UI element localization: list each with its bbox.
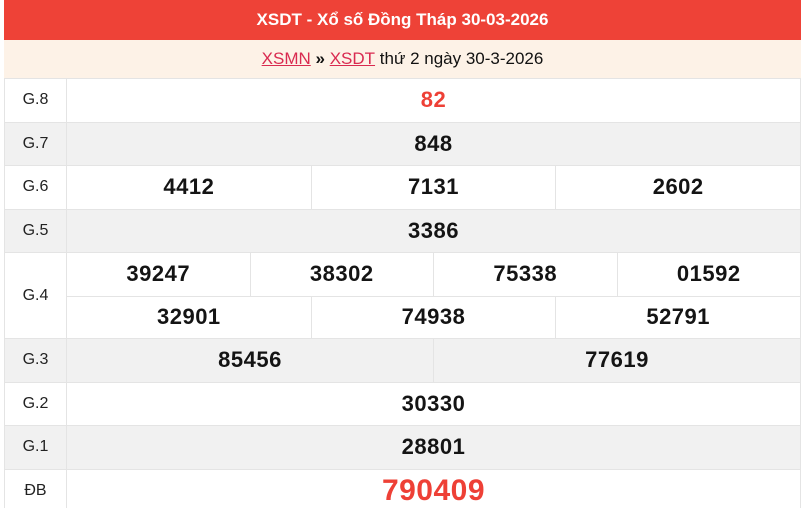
winning-number: 3386 [408, 217, 459, 243]
winning-number: 4412 [163, 174, 215, 200]
lottery-result-widget: XSDT - Xổ số Đồng Tháp 30-03-2026 XSMN »… [4, 0, 801, 508]
prize-label: G.8 [5, 79, 67, 122]
results-table: G.8 82 G.7 848 G.6 4412 7131 2602 G.5 3386 G.4 3924… [4, 78, 801, 508]
prize-value-line: 32901 74938 52791 [67, 295, 800, 338]
prize-values: 82 [67, 79, 800, 122]
winning-number: 38302 [249, 253, 434, 296]
winning-number: 7131 [310, 166, 556, 209]
prize-label: G.5 [5, 209, 67, 252]
prize-value-line: 3386 [67, 210, 800, 253]
prize-values: 3386 [67, 210, 800, 253]
prize-value-line: 790409 [67, 470, 800, 508]
breadcrumb-date: thứ 2 ngày 30-3-2026 [379, 49, 544, 68]
prize-values: 28801 [67, 426, 800, 469]
prize-label: G.2 [5, 382, 67, 425]
prize-values: 848 [67, 123, 800, 166]
prize-values: 4412 7131 2602 [67, 166, 800, 209]
prize-row-g8: G.8 82 [5, 79, 800, 122]
winning-number: 01592 [616, 253, 801, 296]
prize-value-line: 82 [67, 79, 800, 122]
prize-value-line: 39247 38302 75338 01592 [67, 253, 800, 296]
breadcrumb-link-xsdt[interactable]: XSDT [329, 49, 376, 68]
winning-number: 30330 [401, 390, 466, 416]
prize-values: 30330 [67, 383, 800, 426]
winning-number: 32901 [156, 304, 221, 330]
winning-number: 82 [420, 87, 447, 113]
winning-number: 77619 [433, 339, 800, 382]
result-header: XSDT - Xổ số Đồng Tháp 30-03-2026 [4, 0, 801, 40]
prize-label: G.1 [5, 426, 67, 469]
prize-value-line: 28801 [67, 426, 800, 469]
prize-values: 39247 38302 75338 01592 32901 74938 52791 [67, 253, 800, 338]
prize-label: G.7 [5, 122, 67, 165]
prize-row-g6: G.6 4412 7131 2602 [5, 165, 800, 209]
winning-number: 2602 [555, 166, 800, 209]
prize-value-line: 4412 7131 2602 [67, 166, 800, 209]
winning-number: 74938 [310, 296, 556, 338]
prize-values: 85456 77619 [67, 339, 800, 382]
prize-row-g3: G.3 85456 77619 [5, 338, 800, 382]
page-title: XSDT - Xổ số Đồng Tháp 30-03-2026 [256, 10, 549, 29]
prize-value-line: 30330 [67, 383, 800, 426]
winning-number: 28801 [401, 434, 466, 460]
breadcrumb-separator: » [315, 49, 325, 68]
winning-number: 52791 [555, 296, 800, 338]
prize-value-line: 848 [67, 123, 800, 166]
prize-row-g4: G.4 39247 38302 75338 01592 32901 74938 52791 [5, 252, 800, 338]
prize-label: ĐB [5, 469, 67, 508]
prize-value-line: 85456 77619 [67, 339, 800, 382]
prize-row-g1: G.1 28801 [5, 425, 800, 469]
prize-row-g7: G.7 848 [5, 121, 800, 166]
winning-number: 790409 [381, 473, 486, 507]
prize-row-đb: ĐB 790409 [5, 468, 800, 508]
winning-number: 85456 [218, 347, 282, 373]
prize-label: G.4 [5, 253, 67, 338]
breadcrumb: XSMN » XSDT thứ 2 ngày 30-3-2026 [4, 40, 801, 78]
winning-number: 848 [414, 130, 453, 156]
breadcrumb-link-xsmn[interactable]: XSMN [261, 49, 311, 68]
prize-row-g2: G.2 30330 [5, 381, 800, 426]
prize-values: 790409 [67, 470, 800, 508]
winning-number: 75338 [433, 253, 617, 296]
prize-label: G.6 [5, 166, 67, 209]
winning-number: 39247 [126, 261, 191, 287]
prize-label: G.3 [5, 339, 67, 382]
prize-row-g5: G.5 3386 [5, 208, 800, 253]
